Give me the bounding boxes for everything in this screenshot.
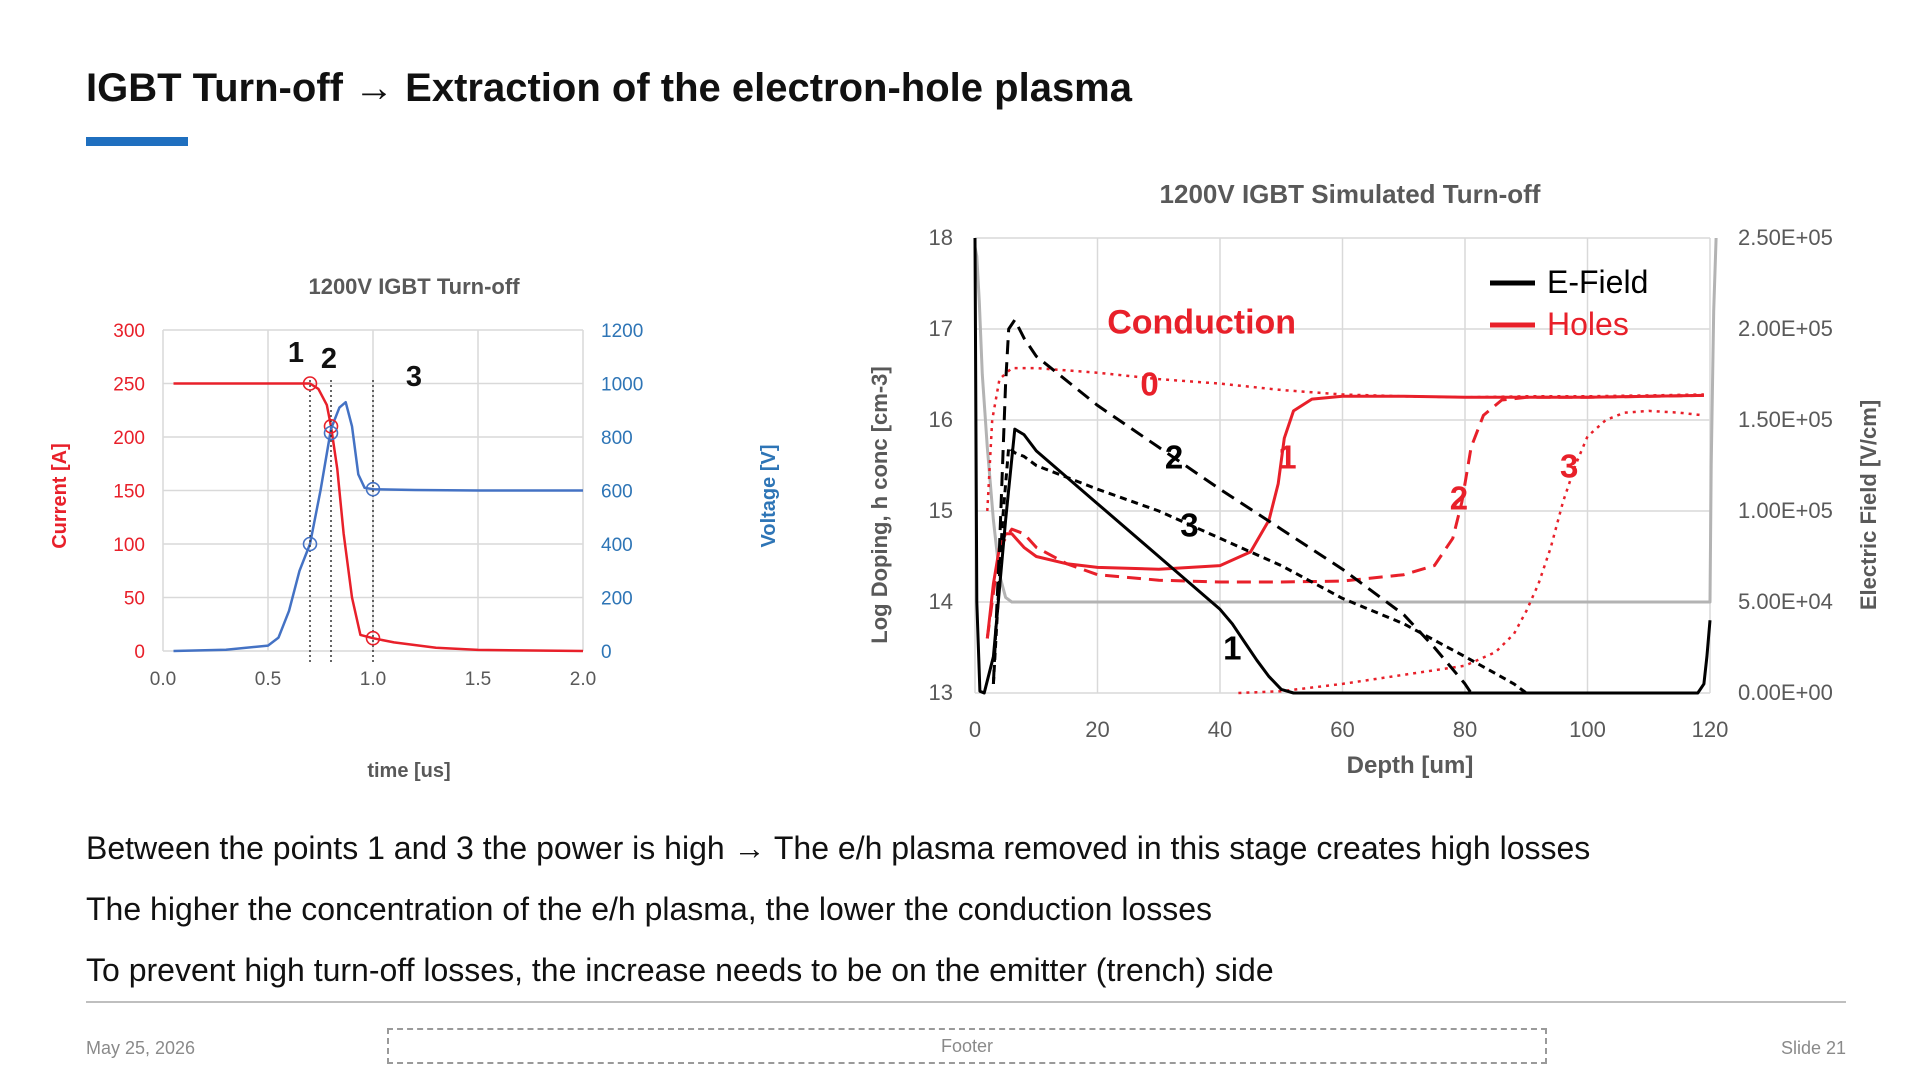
x-tick-label: 80 [1453,717,1477,742]
y-right-tick-label: 2.00E+05 [1738,316,1833,341]
turnoff-chart: 1200V IGBT Turn-off 05010015020025030002… [49,274,780,782]
event-marker [302,536,318,552]
event-marker [365,481,381,497]
y-right-tick-label: 2.50E+05 [1738,225,1833,250]
y-axis-left-label: Log Doping, h conc [cm-3] [867,366,892,643]
x-tick-label: 120 [1692,717,1729,742]
curve-annotation: 1 [1223,630,1241,667]
curve-annotation: 3 [1180,507,1198,544]
event-label: 2 [321,343,337,375]
series-line-current [173,382,584,653]
axis-ticks: 1314151617180.00E+005.00E+041.00E+051.50… [929,225,1833,742]
title-accent-bar [86,137,188,146]
simulated-turnoff-chart: 1200V IGBT Simulated Turn-off 1314151617… [867,179,1881,779]
series-line-holes-1 [985,393,1704,639]
y-right-tick-label: 0.00E+00 [1738,680,1833,705]
y-left-tick-label: 200 [113,428,145,449]
series-line-holes-0 [986,366,1704,512]
x-tick-label: 0 [969,717,981,742]
y-right-tick-label: 1000 [601,375,643,396]
footer-divider [86,1001,1846,1003]
y-right-tick-label: 1.00E+05 [1738,498,1833,523]
y-right-tick-label: 1200 [601,321,643,342]
x-tick-label: 0.5 [255,669,281,690]
bullet-item: To prevent high turn-off losses, the inc… [86,952,1274,988]
plot-lines [973,237,1718,695]
curve-annotation: 3 [1560,448,1578,485]
x-tick-label: 40 [1208,717,1232,742]
y-right-tick-label: 5.00E+04 [1738,589,1833,614]
y-left-tick-label: 13 [929,680,953,705]
y-left-tick-label: 15 [929,498,953,523]
x-tick-label: 2.0 [570,669,596,690]
axis-ticks: 0 50 100 150 200 250 300 0 200 400 600 800 1000 1200 0… [113,321,643,690]
plot-lines: 1 2 3 [173,337,584,665]
bullet-item: Between the points 1 and 3 the power is … [86,830,1591,866]
event-marker [302,376,318,391]
bullet-list: Between the points 1 and 3 the power is … [86,818,1590,1001]
series-line-holes-3 [1238,409,1705,695]
legend-efield-label: E-Field [1547,264,1648,300]
bullet-item: The higher the concentration of the e/h … [86,891,1213,927]
event-label: 1 [288,337,304,369]
y-axis-right-label: Electric Field [V/cm] [1856,400,1881,610]
x-tick-label: 1.0 [360,669,386,690]
slide-number: Slide 21 [1780,1038,1846,1058]
series-line-e-field-3 [991,445,1528,695]
y-right-tick-label: 1.50E+05 [1738,407,1833,432]
y-left-tick-label: 150 [113,482,145,503]
y-right-tick-label: 400 [601,535,633,556]
y-left-tick-label: 50 [124,589,145,610]
event-label: 3 [406,361,422,393]
x-axis-label: time [us] [367,760,450,782]
x-tick-label: 20 [1085,717,1109,742]
curve-annotation: 2 [1450,479,1468,516]
y-right-tick-label: 200 [601,589,633,610]
footer-date: May 25, 2026 [86,1038,196,1058]
y-axis-right-label: Voltage [V] [758,445,780,548]
y-left-tick-label: 250 [113,375,145,396]
y-right-tick-label: 0 [601,642,612,663]
slide-title: IGBT Turn-off → Extraction of the electr… [86,66,1132,110]
y-right-tick-label: 800 [601,428,633,449]
y-left-tick-label: 16 [929,407,953,432]
curve-annotation: 0 [1140,366,1158,403]
x-tick-label: 60 [1330,717,1354,742]
curve-annotation: 1 [1278,438,1296,475]
y-left-tick-label: 14 [929,589,953,614]
series-line-voltage [173,400,583,653]
x-axis-label: Depth [um] [1347,752,1474,779]
x-tick-label: 0.0 [150,669,176,690]
y-left-tick-label: 300 [113,321,145,342]
x-tick-label: 100 [1569,717,1606,742]
curve-annotation: 2 [1165,438,1183,475]
event-marker [365,630,381,646]
series-line-holes-2 [985,393,1704,639]
y-left-tick-label: 0 [134,642,145,663]
curve-annotations: Conduction 0 1 2 3 2 3 1 [1107,304,1578,667]
chart-title: 1200V IGBT Simulated Turn-off [1160,179,1541,209]
y-left-tick-label: 17 [929,316,953,341]
y-left-tick-label: 18 [929,225,953,250]
footer-text[interactable]: Footer [387,1028,1547,1064]
event-marker [323,419,339,434]
y-axis-left-label: Current [A] [49,443,71,549]
y-right-tick-label: 600 [601,482,633,503]
curve-annotation: Conduction [1107,304,1296,342]
x-tick-label: 1.5 [465,669,491,690]
event-marker [323,425,339,441]
chart-legend: E-Field Holes [1490,264,1648,342]
chart-title: 1200V IGBT Turn-off [308,274,520,299]
y-left-tick-label: 100 [113,535,145,556]
legend-holes-label: Holes [1547,306,1629,342]
